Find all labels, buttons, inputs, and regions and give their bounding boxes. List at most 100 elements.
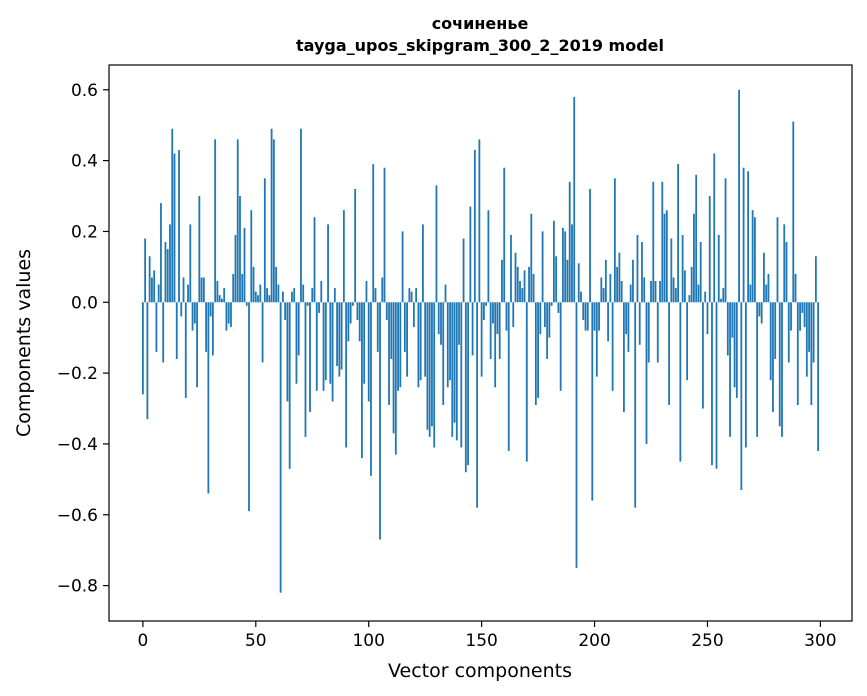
x-tick-label: 100 bbox=[352, 631, 384, 651]
bar-175 bbox=[537, 302, 539, 398]
bar-7 bbox=[157, 284, 160, 303]
bar-15 bbox=[175, 302, 178, 359]
bar-275 bbox=[763, 252, 765, 303]
bar-278 bbox=[769, 302, 772, 381]
bar-65 bbox=[288, 302, 291, 469]
bar-154 bbox=[489, 302, 492, 359]
x-tick-label: 250 bbox=[691, 631, 723, 651]
bar-52 bbox=[259, 284, 262, 303]
bar-136 bbox=[449, 302, 451, 381]
bar-114 bbox=[399, 302, 402, 388]
bar-218 bbox=[634, 302, 637, 508]
bar-247 bbox=[699, 242, 702, 303]
bar-202 bbox=[598, 302, 600, 331]
bar-1 bbox=[144, 238, 147, 303]
bar-187 bbox=[564, 231, 567, 303]
bar-133 bbox=[442, 302, 445, 405]
plot-frame bbox=[108, 64, 853, 622]
bar-5 bbox=[153, 270, 156, 303]
bar-255 bbox=[717, 234, 720, 303]
bar-61 bbox=[279, 302, 282, 593]
bar-201 bbox=[595, 302, 598, 377]
bar-224 bbox=[647, 302, 650, 363]
bar-144 bbox=[467, 302, 469, 466]
bar-296 bbox=[810, 302, 813, 405]
bar-205 bbox=[604, 259, 607, 303]
bar-260 bbox=[729, 302, 731, 437]
bar-274 bbox=[760, 302, 763, 324]
bar-176 bbox=[539, 302, 542, 335]
bar-45 bbox=[243, 227, 246, 303]
bar-225 bbox=[650, 281, 652, 303]
bar-72 bbox=[304, 302, 307, 437]
bar-295 bbox=[808, 302, 810, 352]
bar-82 bbox=[327, 224, 329, 303]
bar-270 bbox=[751, 210, 754, 303]
bar-122 bbox=[417, 302, 420, 388]
bar-256 bbox=[720, 298, 722, 303]
bar-50 bbox=[254, 291, 257, 303]
bar-47 bbox=[248, 302, 250, 512]
bar-244 bbox=[693, 213, 695, 303]
bar-254 bbox=[715, 302, 718, 469]
bar-20 bbox=[187, 284, 189, 303]
y-tick-label: 0.4 bbox=[71, 152, 98, 172]
bar-214 bbox=[625, 302, 628, 335]
bar-126 bbox=[426, 302, 429, 430]
bar-197 bbox=[586, 302, 589, 331]
bar-288 bbox=[792, 121, 795, 303]
bar-171 bbox=[528, 266, 530, 303]
bar-272 bbox=[756, 302, 759, 437]
bar-163 bbox=[510, 234, 512, 303]
bar-134 bbox=[444, 284, 447, 303]
bar-119 bbox=[410, 291, 413, 303]
bar-121 bbox=[415, 288, 418, 303]
y-tick-label: 0.0 bbox=[71, 293, 98, 313]
bar-220 bbox=[638, 302, 641, 345]
bar-21 bbox=[189, 224, 192, 303]
y-tick-label: 0.2 bbox=[71, 222, 98, 242]
bar-84 bbox=[331, 302, 334, 402]
bar-141 bbox=[460, 302, 463, 448]
bar-6 bbox=[155, 302, 158, 352]
bar-14 bbox=[173, 153, 176, 303]
bar-36 bbox=[223, 288, 226, 303]
bar-37 bbox=[225, 302, 228, 331]
y-tick-label: −0.8 bbox=[57, 577, 98, 597]
bar-128 bbox=[431, 302, 433, 427]
bar-195 bbox=[582, 302, 585, 320]
bar-206 bbox=[607, 302, 610, 342]
bar-265 bbox=[740, 302, 743, 490]
bar-191 bbox=[573, 96, 576, 303]
bar-103 bbox=[374, 288, 377, 303]
y-axis-label: Components values bbox=[13, 249, 35, 437]
bar-127 bbox=[428, 302, 431, 437]
bar-77 bbox=[315, 302, 318, 391]
bar-29 bbox=[207, 302, 210, 494]
bar-9 bbox=[162, 302, 165, 363]
bar-39 bbox=[230, 302, 232, 328]
bar-193 bbox=[577, 263, 580, 303]
bar-217 bbox=[632, 259, 634, 303]
bar-51 bbox=[257, 295, 259, 303]
bar-273 bbox=[758, 302, 761, 317]
bar-16 bbox=[178, 149, 180, 303]
bar-73 bbox=[306, 302, 309, 306]
bar-146 bbox=[471, 302, 474, 356]
bar-210 bbox=[616, 266, 619, 303]
bar-129 bbox=[433, 302, 436, 448]
bar-237 bbox=[677, 164, 680, 303]
bar-165 bbox=[514, 252, 517, 303]
bar-279 bbox=[772, 302, 774, 413]
bar-110 bbox=[390, 302, 393, 359]
bar-294 bbox=[805, 302, 808, 377]
bar-71 bbox=[302, 284, 305, 303]
bar-172 bbox=[530, 213, 533, 303]
bar-241 bbox=[686, 302, 689, 381]
bar-59 bbox=[275, 266, 278, 303]
bar-33 bbox=[216, 281, 219, 303]
bar-185 bbox=[559, 302, 562, 391]
bar-160 bbox=[503, 167, 506, 303]
bar-289 bbox=[794, 273, 797, 303]
bar-181 bbox=[550, 302, 553, 306]
